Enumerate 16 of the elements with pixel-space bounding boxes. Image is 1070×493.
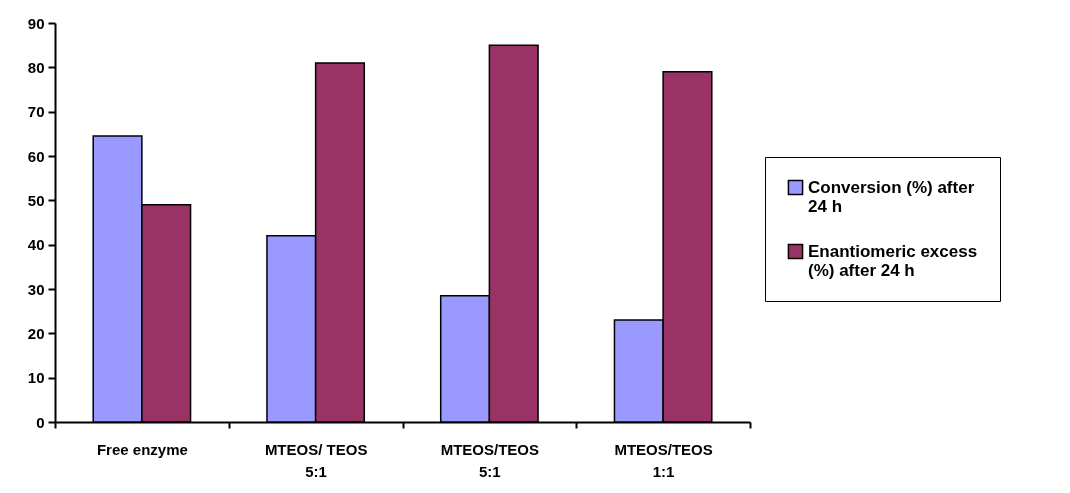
legend-label: Conversion (%) after 24 h [808, 177, 975, 216]
legend-label: Enantiomeric excess (%) after 24 h [808, 241, 978, 280]
y-tick-label: 40 [27, 236, 45, 254]
y-tick-label: 70 [27, 103, 45, 121]
y-tick-label: 60 [27, 147, 45, 165]
y-tick-label: 10 [27, 369, 45, 387]
y-tick-label: 80 [27, 58, 45, 76]
y-tick-label: 30 [27, 280, 45, 298]
x-tick-label: MTEOS/ TEOS 5:1 [264, 440, 368, 480]
y-tick-label: 90 [27, 14, 45, 32]
y-tick-label: 20 [27, 324, 45, 342]
x-tick-label: MTEOS/TEOS 5:1 [440, 440, 540, 480]
y-tick-label: 50 [27, 191, 45, 209]
y-tick-label: 0 [36, 413, 45, 431]
x-tick-label: MTEOS/TEOS 1:1 [614, 440, 713, 480]
x-tick-label: Free enzyme [96, 440, 188, 458]
